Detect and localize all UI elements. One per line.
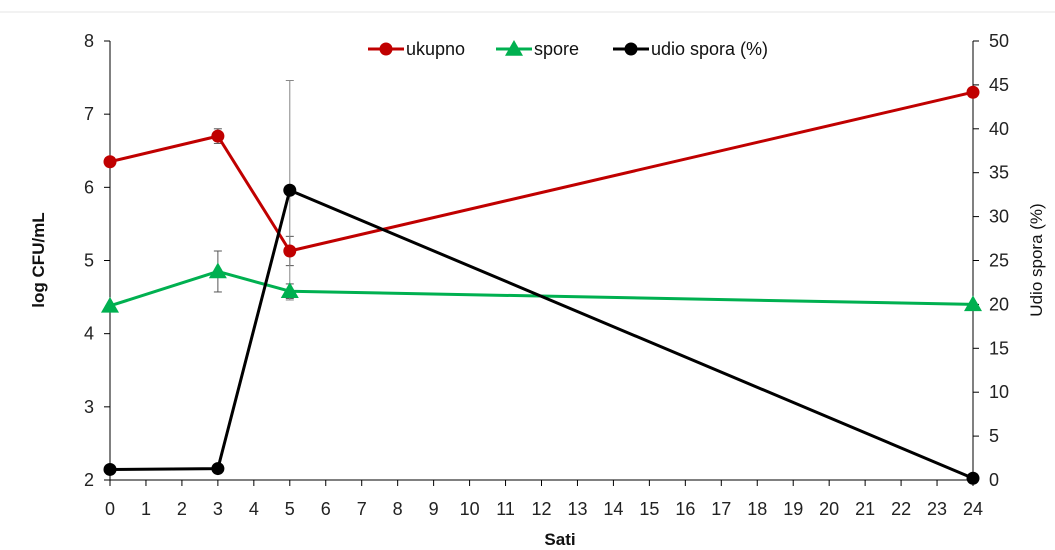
y2-tick-label: 35 [989,163,1009,183]
series-line [109,188,974,480]
legend-label: ukupno [406,39,465,59]
x-tick-label: 1 [141,499,151,519]
y2-tick-label: 15 [989,338,1009,358]
y-tick-label: 8 [84,31,94,51]
x-tick-label: 0 [105,499,115,519]
x-tick-label: 20 [819,499,839,519]
x-tick-label: 18 [747,499,767,519]
data-point [283,244,297,258]
legend-marker [505,40,523,56]
x-tick-label: 11 [496,499,515,519]
data-point [211,462,225,476]
x-tick-label: 2 [177,499,187,519]
data-point [103,462,117,476]
data-point [280,282,299,298]
x-tick-label: 12 [531,499,551,519]
data-point [966,471,980,485]
y-tick-label: 3 [84,397,94,417]
data-point [966,85,980,99]
y2-axis-title: Udio spora (%) [1027,203,1046,316]
x-tick-label: 4 [249,499,259,519]
y2-tick-label: 40 [989,119,1009,139]
x-tick-label: 21 [855,499,875,519]
y2-tick-label: 45 [989,75,1009,95]
x-tick-label: 10 [460,499,480,519]
x-tick-label: 16 [675,499,695,519]
y-axis-title: log CFU/mL [29,212,48,307]
legend-marker [379,42,393,56]
legend: ukupno spore udio spora (%) [368,39,768,59]
legend-label: spore [534,39,579,59]
series-markers [101,85,982,485]
data-point [103,155,117,169]
y-tick-label: 7 [84,104,94,124]
series-line [109,269,974,308]
y2-tick-label: 0 [989,470,999,490]
y2-tick-label: 5 [989,426,999,446]
y2-tick-label: 10 [989,382,1009,402]
data-point [211,129,225,143]
x-tick-label: 6 [321,499,331,519]
series-line [109,90,974,253]
legend-label: udio spora (%) [651,39,768,59]
x-tick-label: 14 [603,499,623,519]
x-tick-label: 3 [213,499,223,519]
x-tick-label: 8 [393,499,403,519]
x-tick-label: 19 [783,499,803,519]
y-tick-label: 4 [84,324,94,344]
x-tick-label: 15 [639,499,659,519]
x-tick-label: 22 [891,499,911,519]
series-lines [109,90,974,480]
y2-tick-label: 30 [989,207,1009,227]
y2-tick-label: 20 [989,294,1009,314]
x-tick-label: 23 [927,499,947,519]
y-tick-label: 2 [84,470,94,490]
x-tick-label: 24 [963,499,983,519]
data-point [101,296,119,313]
error-bars [213,80,294,301]
x-axis-title: Sati [544,530,575,549]
y-tick-label: 5 [84,251,94,271]
data-point [208,262,227,279]
x-tick-label: 13 [567,499,587,519]
x-tick-label: 9 [429,499,439,519]
data-point [283,183,297,197]
x-tick-label: 7 [357,499,367,519]
y2-tick-label: 25 [989,251,1009,271]
y2-tick-label: 50 [989,31,1009,51]
x-tick-label: 5 [285,499,295,519]
legend-marker [624,42,638,56]
x-tick-label: 17 [711,499,731,519]
y-tick-label: 6 [84,177,94,197]
data-point [964,295,982,312]
